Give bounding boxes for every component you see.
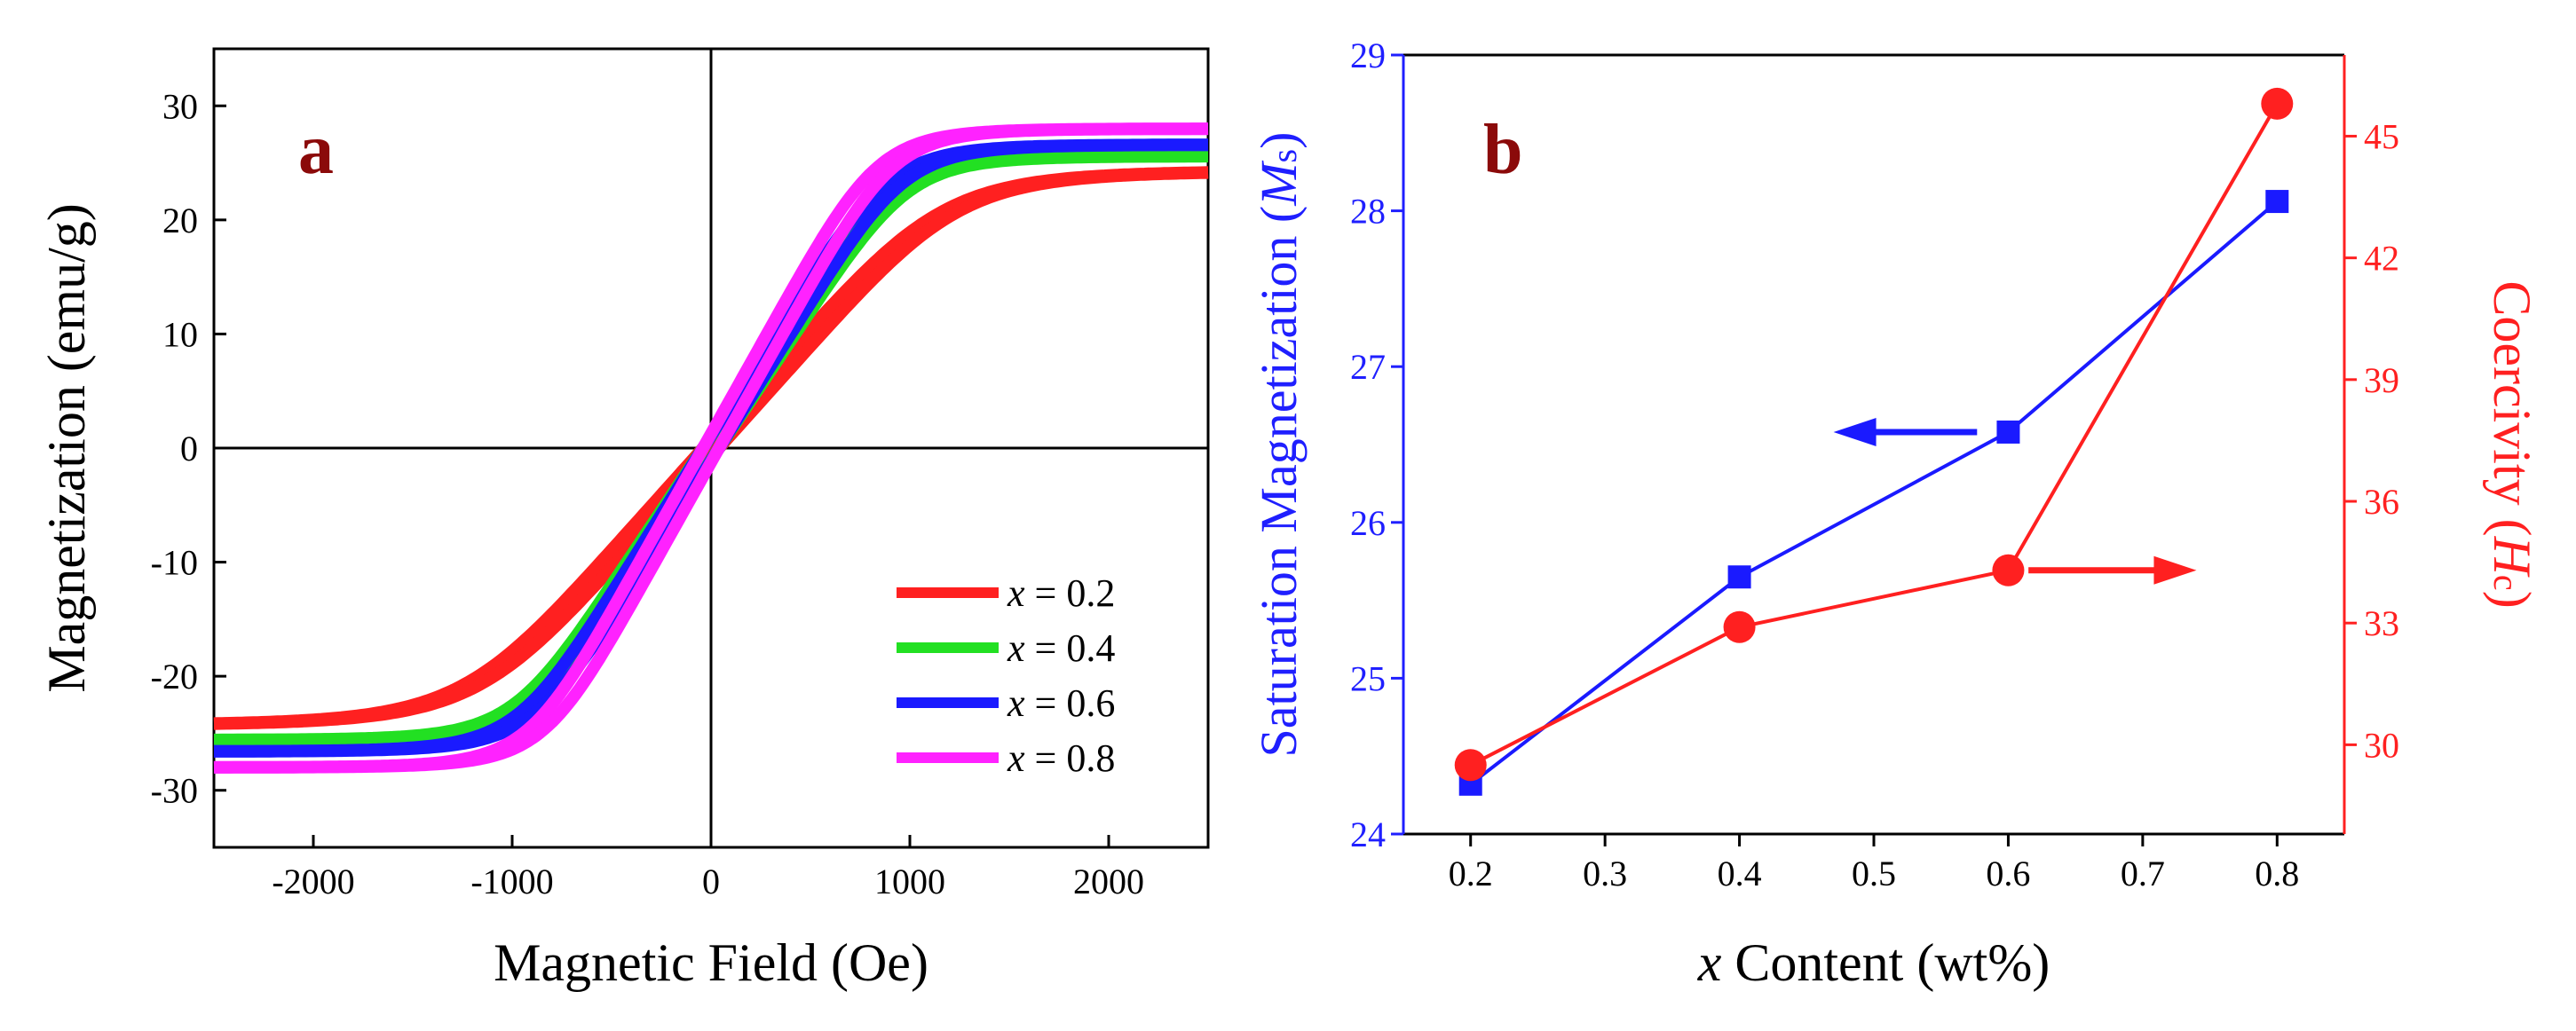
legend-label: x = 0.4 bbox=[1007, 626, 1115, 670]
panel-a-y-tick-label: -10 bbox=[151, 543, 198, 583]
panel-b-left-tick-label: 24 bbox=[1350, 815, 1386, 854]
legend-value: = 0.8 bbox=[1025, 736, 1116, 780]
panel-b-x-tick-labels: 0.2 0.3 0.4 0.5 0.6 0.7 0.8 bbox=[1449, 854, 2300, 893]
panel-a-x-tick-label: 1000 bbox=[874, 862, 945, 901]
panel-b-left-tick-label: 28 bbox=[1350, 192, 1386, 232]
legend-var: x bbox=[1007, 571, 1025, 615]
panel-b-right-tick-label: 45 bbox=[2364, 116, 2399, 156]
panel-b-right-tick-labels: 30 33 36 39 42 45 bbox=[2364, 116, 2399, 765]
panel-b-left-axis-close: ) bbox=[1250, 132, 1308, 149]
panel-b-square-marker bbox=[2265, 190, 2289, 214]
panel-b-x-axis-var: x bbox=[1697, 933, 1722, 992]
panel-b-x-tick-label: 0.2 bbox=[1449, 854, 1493, 893]
legend-value: = 0.2 bbox=[1025, 571, 1116, 615]
panel-b-right-tick-label: 42 bbox=[2364, 239, 2399, 279]
panel-a-legend: x = 0.2x = 0.4x = 0.6x = 0.8 bbox=[897, 571, 1115, 780]
panel-a-y-tick-label: 20 bbox=[162, 201, 198, 240]
legend-value: = 0.6 bbox=[1025, 681, 1116, 725]
legend-var: x bbox=[1007, 736, 1025, 780]
panel-a-y-tick-label: 10 bbox=[162, 314, 198, 354]
panel-b-left-axis-title: Saturation Magnetization (Ms) bbox=[1250, 132, 1308, 758]
panel-b-left-axis-sub: s bbox=[1264, 149, 1304, 163]
left-arrow-icon bbox=[1833, 417, 1877, 446]
panel-b-square-marker bbox=[1996, 420, 2020, 444]
right-arrow-icon bbox=[2153, 555, 2197, 585]
panel-a-y-tick-labels: -30 -20 -10 0 10 20 30 bbox=[151, 86, 198, 810]
panel-b-right-tick-label: 39 bbox=[2364, 360, 2399, 400]
panel-a-curves bbox=[211, 122, 1211, 774]
panel-a-y-tick-label: -20 bbox=[151, 657, 198, 697]
panel-a-label: a bbox=[298, 111, 334, 189]
legend-value: = 0.4 bbox=[1025, 626, 1116, 670]
panel-b-left-tick-labels: 24 25 26 27 28 29 bbox=[1350, 35, 1386, 854]
panel-a-tick-marks bbox=[214, 104, 1110, 847]
panel-b-right-tick-label: 36 bbox=[2364, 482, 2399, 522]
panel-a-x-tick-label: 2000 bbox=[1073, 862, 1144, 901]
legend-var: x bbox=[1007, 681, 1025, 725]
legend-label: x = 0.6 bbox=[1007, 681, 1115, 725]
panel-b-right-tick-label: 30 bbox=[2364, 725, 2399, 765]
panel-b-x-tick-label: 0.8 bbox=[2255, 854, 2299, 893]
panel-b-left-axis-var: M bbox=[1250, 161, 1308, 207]
panel-b-line-right bbox=[1469, 102, 2280, 767]
panel-b-right-tick-label: 33 bbox=[2364, 603, 2399, 643]
panel-b-circle-marker bbox=[2261, 87, 2294, 120]
panel-a-curve-branch bbox=[211, 122, 1211, 774]
panel-b-right-axis-title: Coercivity (Hc) bbox=[2483, 280, 2541, 608]
panel-b-right-axis-text: Coercivity ( bbox=[2483, 280, 2541, 536]
panel-a-x-tick-labels: -2000 -1000 0 1000 2000 bbox=[272, 862, 1144, 901]
panel-b-left-tick-label: 26 bbox=[1350, 503, 1386, 543]
panel-b-right-axis-sub: c bbox=[2486, 575, 2526, 591]
panel-a-y-tick-label: -30 bbox=[151, 771, 198, 811]
panel-a-y-axis-title: Magnetization (emu/g) bbox=[37, 203, 96, 692]
panel-b-x-tick-label: 0.5 bbox=[1852, 854, 1896, 893]
panel-b-circle-marker bbox=[1992, 554, 2025, 586]
legend-var: x bbox=[1007, 626, 1025, 670]
panel-a-y-tick-label: 0 bbox=[180, 429, 198, 468]
panel-b-x-tick-label: 0.4 bbox=[1718, 854, 1762, 893]
panel-b-right-axis-close: ) bbox=[2483, 591, 2541, 609]
panel-b-x-tick-label: 0.6 bbox=[1986, 854, 2030, 893]
panel-b-left-tick-label: 25 bbox=[1350, 658, 1386, 698]
panel-a-y-tick-label: 30 bbox=[162, 86, 198, 126]
panel-b-label: b bbox=[1483, 111, 1523, 189]
panel-b-arrows bbox=[1833, 417, 2197, 585]
panel-b-x-axis-title: x Content (wt%) bbox=[1697, 933, 2051, 992]
legend-label: x = 0.2 bbox=[1007, 571, 1115, 615]
panel-b-line-left bbox=[1469, 200, 2279, 786]
panel-b-left-tick-label: 27 bbox=[1350, 347, 1386, 387]
panel-b-x-tick-label: 0.7 bbox=[2121, 854, 2165, 893]
panel-b-x-axis-rest: Content (wt%) bbox=[1721, 933, 2050, 992]
legend-label: x = 0.8 bbox=[1007, 736, 1115, 780]
panel-a-chart: -2000 -1000 0 1000 2000 -30 -20 -10 0 10 20 30 a M… bbox=[37, 47, 1211, 992]
panel-b-left-tick-label: 29 bbox=[1350, 35, 1386, 75]
panel-b-left-axis-text: Saturation Magnetization ( bbox=[1250, 206, 1308, 758]
panel-a-x-tick-label: 0 bbox=[702, 862, 720, 901]
panel-a-x-tick-label: -2000 bbox=[272, 862, 354, 901]
panel-b-tick-marks bbox=[1391, 53, 2357, 846]
panel-b-series bbox=[1454, 87, 2294, 796]
panel-a-x-axis-title: Magnetic Field (Oe) bbox=[494, 933, 928, 992]
panel-b-x-tick-label: 0.3 bbox=[1583, 854, 1627, 893]
panel-a-x-tick-label: -1000 bbox=[470, 862, 553, 901]
panel-b-square-marker bbox=[1727, 565, 1751, 589]
panel-b-right-axis-var: H bbox=[2483, 536, 2541, 578]
panel-b-circle-marker bbox=[1723, 610, 1756, 643]
panel-b-circle-marker bbox=[1454, 749, 1487, 782]
